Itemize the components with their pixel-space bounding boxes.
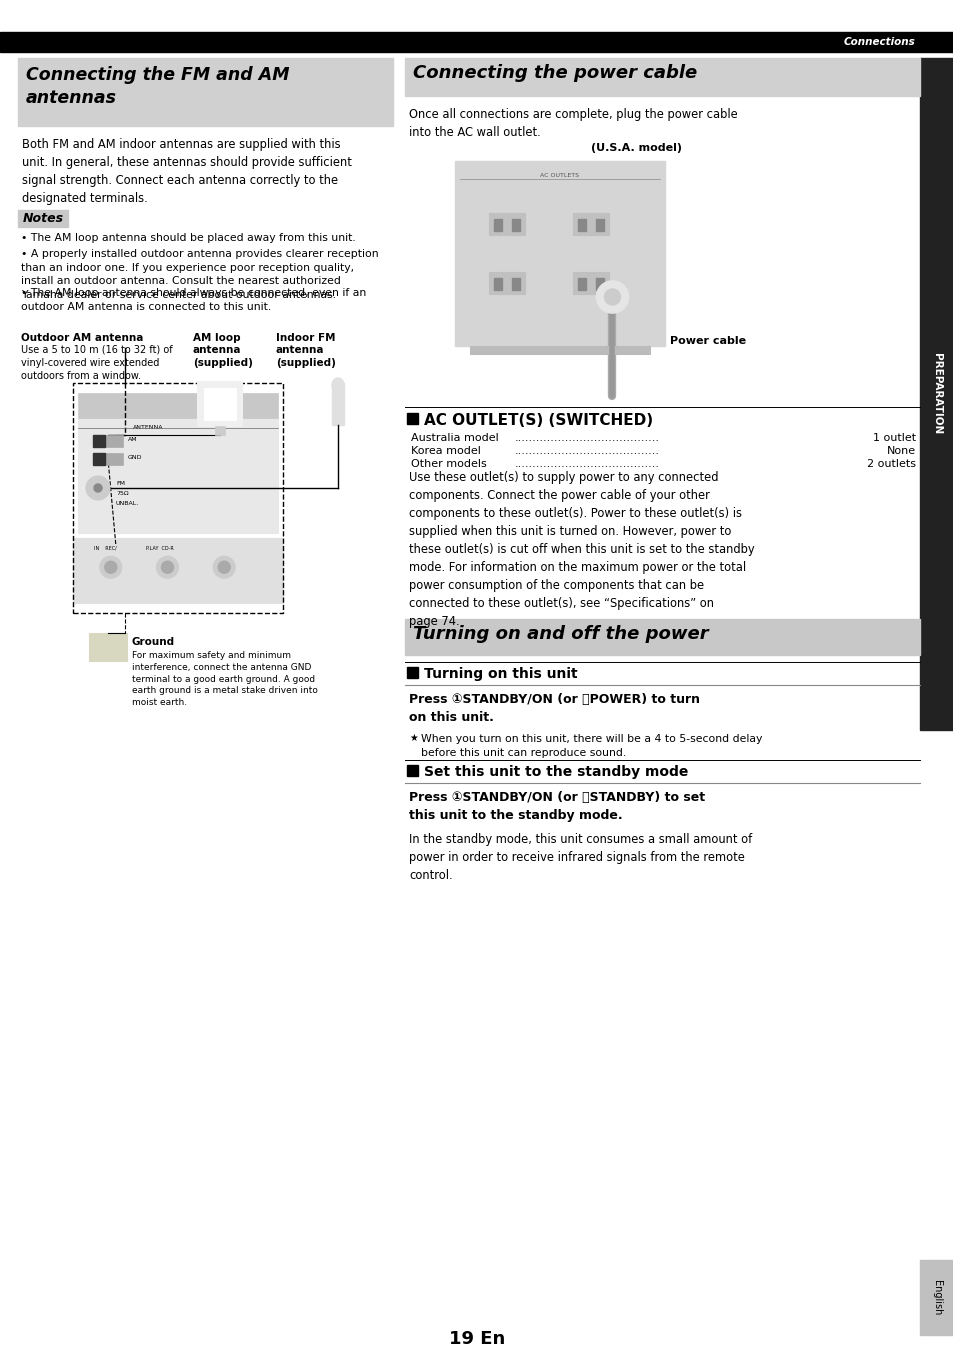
Bar xyxy=(919,58,953,731)
Text: Connections: Connections xyxy=(842,36,914,47)
Bar xyxy=(489,213,525,235)
Bar xyxy=(73,538,283,603)
Bar xyxy=(92,435,105,448)
Circle shape xyxy=(596,280,628,313)
Circle shape xyxy=(86,476,110,500)
Bar xyxy=(73,383,283,613)
Text: IN    REC/: IN REC/ xyxy=(94,546,116,551)
Text: Once all connections are complete, plug the power cable
into the AC wall outlet.: Once all connections are complete, plug … xyxy=(409,108,737,139)
Circle shape xyxy=(156,557,178,578)
Text: Indoor FM
antenna
(supplied): Indoor FM antenna (supplied) xyxy=(275,333,335,368)
Text: AM: AM xyxy=(128,437,137,442)
Bar xyxy=(407,766,417,776)
Circle shape xyxy=(213,557,235,578)
Bar xyxy=(198,381,242,426)
Circle shape xyxy=(161,561,173,573)
Text: ........................................: ........................................ xyxy=(515,446,659,456)
Bar xyxy=(407,412,417,425)
Circle shape xyxy=(218,561,230,573)
Bar xyxy=(470,346,649,355)
Text: Turning on this unit: Turning on this unit xyxy=(423,667,577,681)
Circle shape xyxy=(105,561,116,573)
Text: GND: GND xyxy=(128,456,142,460)
Bar xyxy=(214,426,225,435)
Text: 1 outlet: 1 outlet xyxy=(872,433,915,443)
Text: Other models: Other models xyxy=(411,460,486,469)
Text: UNBAL.: UNBAL. xyxy=(116,501,139,506)
Text: Connecting the FM and AM
antennas: Connecting the FM and AM antennas xyxy=(26,66,289,106)
Bar xyxy=(332,383,344,425)
Bar xyxy=(92,453,123,465)
Bar xyxy=(78,394,277,418)
Text: • The AM loop antenna should always be connected, even if an
outdoor AM antenna : • The AM loop antenna should always be c… xyxy=(21,288,366,311)
Text: Notes: Notes xyxy=(23,212,64,225)
Text: ★: ★ xyxy=(409,733,417,743)
Bar xyxy=(578,278,586,290)
Text: ANTENNA: ANTENNA xyxy=(132,425,163,430)
Bar xyxy=(89,634,127,661)
Text: Set this unit to the standby mode: Set this unit to the standby mode xyxy=(423,766,688,779)
Text: • A properly installed outdoor antenna provides clearer reception
than an indoor: • A properly installed outdoor antenna p… xyxy=(21,249,378,299)
Text: Both FM and AM indoor antennas are supplied with this
unit. In general, these an: Both FM and AM indoor antennas are suppl… xyxy=(22,137,352,205)
Text: AM loop
antenna
(supplied): AM loop antenna (supplied) xyxy=(193,333,253,368)
Text: Outdoor AM antenna: Outdoor AM antenna xyxy=(21,333,143,342)
Bar xyxy=(455,160,664,346)
Ellipse shape xyxy=(332,377,344,392)
Text: For maximum safety and minimum
interference, connect the antenna GND
terminal to: For maximum safety and minimum interfere… xyxy=(132,651,317,708)
Bar xyxy=(407,667,417,678)
Text: Korea model: Korea model xyxy=(411,446,480,456)
Text: • The AM loop antenna should be placed away from this unit.: • The AM loop antenna should be placed a… xyxy=(21,233,355,243)
Text: FM: FM xyxy=(116,481,125,487)
Text: Use a 5 to 10 m (16 to 32 ft) of
vinyl-covered wire extended
outdoors from a win: Use a 5 to 10 m (16 to 32 ft) of vinyl-c… xyxy=(21,345,172,381)
Text: English: English xyxy=(931,1279,941,1316)
Bar xyxy=(512,218,520,231)
Text: ........................................: ........................................ xyxy=(515,433,659,443)
Bar xyxy=(405,58,919,96)
Text: Australia model: Australia model xyxy=(411,433,498,443)
Bar xyxy=(0,32,953,53)
Bar xyxy=(596,218,604,231)
Text: AC OUTLET(S) (SWITCHED): AC OUTLET(S) (SWITCHED) xyxy=(423,412,653,429)
Circle shape xyxy=(94,484,102,492)
Bar xyxy=(204,388,235,421)
Text: (U.S.A. model): (U.S.A. model) xyxy=(591,143,681,154)
Text: None: None xyxy=(886,446,915,456)
Text: ........................................: ........................................ xyxy=(515,460,659,469)
Text: Connecting the power cable: Connecting the power cable xyxy=(413,63,697,82)
Bar xyxy=(919,1260,953,1335)
Circle shape xyxy=(604,288,619,305)
Text: P.LAY  CD-R: P.LAY CD-R xyxy=(147,546,174,551)
Text: PREPARATION: PREPARATION xyxy=(931,353,941,434)
Bar xyxy=(489,272,525,294)
Bar xyxy=(92,435,123,448)
Text: Turning on and off the power: Turning on and off the power xyxy=(413,625,708,643)
Bar xyxy=(596,278,604,290)
Bar xyxy=(78,418,277,532)
Text: Use these outlet(s) to supply power to any connected
components. Connect the pow: Use these outlet(s) to supply power to a… xyxy=(409,470,754,628)
Text: 2 outlets: 2 outlets xyxy=(866,460,915,469)
Text: In the standby mode, this unit consumes a small amount of
power in order to rece: In the standby mode, this unit consumes … xyxy=(409,833,752,882)
Bar xyxy=(405,619,919,655)
Text: 19 En: 19 En xyxy=(449,1330,504,1348)
Text: AC OUTLETS: AC OUTLETS xyxy=(540,173,578,178)
Bar xyxy=(573,272,609,294)
Circle shape xyxy=(100,557,122,578)
Text: Press ①STANDBY/ON (or ⓈSTANDBY) to set
this unit to the standby mode.: Press ①STANDBY/ON (or ⓈSTANDBY) to set t… xyxy=(409,791,704,822)
Text: Press ①STANDBY/ON (or ⒿPOWER) to turn
on this unit.: Press ①STANDBY/ON (or ⒿPOWER) to turn on… xyxy=(409,693,700,724)
Text: Power cable: Power cable xyxy=(669,336,745,346)
Text: 75Ω: 75Ω xyxy=(116,491,129,496)
Bar xyxy=(494,278,502,290)
Bar xyxy=(494,218,502,231)
Text: When you turn on this unit, there will be a 4 to 5-second delay
before this unit: When you turn on this unit, there will b… xyxy=(420,735,761,758)
Bar xyxy=(18,58,393,125)
Bar xyxy=(573,213,609,235)
Bar xyxy=(92,453,105,465)
Bar xyxy=(18,210,68,226)
Bar xyxy=(512,278,520,290)
Bar xyxy=(578,218,586,231)
Text: Ground: Ground xyxy=(132,638,175,647)
